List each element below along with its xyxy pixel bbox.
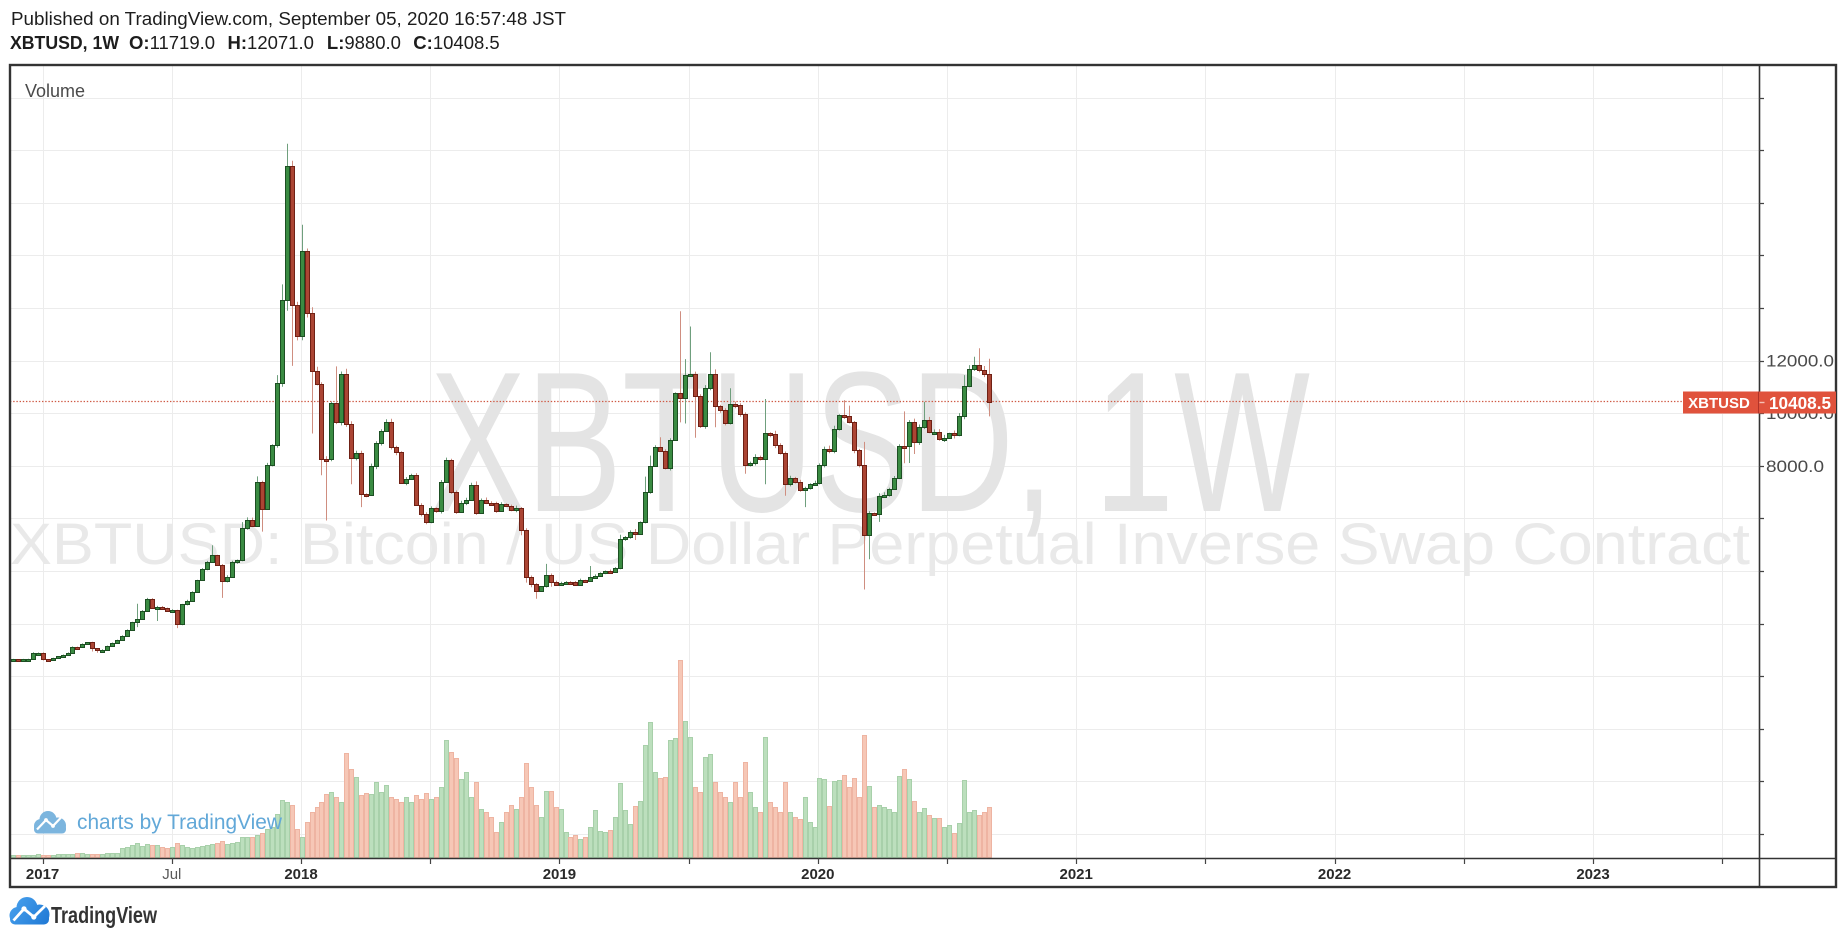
svg-text:2019: 2019 xyxy=(543,866,576,883)
svg-text:12000.0: 12000.0 xyxy=(1766,352,1834,371)
svg-text:H:12071.0: H:12071.0 xyxy=(228,32,314,53)
svg-text:L:9880.0: L:9880.0 xyxy=(327,32,401,53)
svg-text:2020: 2020 xyxy=(801,866,834,883)
svg-text:Volume: Volume xyxy=(25,81,85,101)
svg-text:2018: 2018 xyxy=(284,866,317,883)
svg-text:8000.0: 8000.0 xyxy=(1766,457,1824,476)
svg-text:O:11719.0: O:11719.0 xyxy=(129,32,215,53)
svg-text:2017: 2017 xyxy=(26,866,59,883)
svg-text:XBTUSD: Bitcoin / US Dollar Pe: XBTUSD: Bitcoin / US Dollar Perpetual In… xyxy=(10,512,1750,577)
svg-text:charts by TradingView: charts by TradingView xyxy=(77,811,283,834)
svg-text:XBTUSD: XBTUSD xyxy=(1688,395,1750,412)
svg-text:Jul: Jul xyxy=(162,866,181,883)
svg-text:2021: 2021 xyxy=(1060,866,1093,883)
svg-text:XBTUSD, 1W: XBTUSD, 1W xyxy=(10,32,120,53)
svg-text:Published on TradingView.com,: Published on TradingView.com, September … xyxy=(11,8,566,29)
svg-text:2022: 2022 xyxy=(1318,866,1351,883)
svg-text:10408.5: 10408.5 xyxy=(1769,393,1831,413)
svg-text:2023: 2023 xyxy=(1576,866,1609,883)
svg-text:C:10408.5: C:10408.5 xyxy=(413,32,499,53)
svg-text:TradingView: TradingView xyxy=(51,902,157,928)
